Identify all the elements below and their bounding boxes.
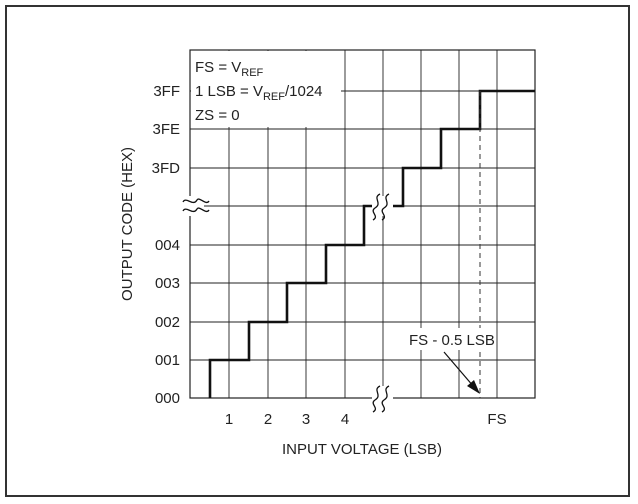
y-tick-label: 3FD	[152, 160, 181, 177]
fs-half-lsb-annotation: FS - 0.5 LSB	[409, 332, 495, 349]
transfer-staircase	[208, 89, 535, 398]
note-fs: FS = VREF	[195, 59, 264, 79]
note-zs: ZS = 0	[195, 107, 240, 124]
x-tick-label: FS	[487, 411, 506, 428]
notes-box	[191, 51, 341, 127]
x-axis-title: INPUT VOLTAGE (LSB)	[282, 441, 442, 458]
note-lsb: 1 LSB = VREF/1024	[195, 83, 323, 103]
x-tick-label: 4	[341, 411, 349, 428]
x-tick-label: 1	[225, 411, 233, 428]
plot-area	[189, 49, 536, 399]
annotation-arrow-line	[443, 351, 475, 388]
break-symbol-icon	[182, 193, 390, 413]
x-tick-label: 2	[264, 411, 272, 428]
y-axis-title: OUTPUT CODE (HEX)	[119, 147, 136, 301]
y-tick-label: 004	[155, 237, 180, 254]
y-tick-label: 000	[155, 390, 180, 407]
y-tick-label: 002	[155, 314, 180, 331]
figure-frame	[5, 5, 630, 497]
annotation-bg	[406, 328, 482, 350]
x-tick-label: 3	[302, 411, 310, 428]
y-tick-label: 3FF	[153, 83, 180, 100]
arrow-head-icon	[467, 380, 480, 394]
y-tick-label: 001	[155, 352, 180, 369]
y-tick-label: 3FE	[152, 121, 180, 138]
y-tick-label: 003	[155, 275, 180, 292]
horizontal-grid	[190, 90, 535, 361]
